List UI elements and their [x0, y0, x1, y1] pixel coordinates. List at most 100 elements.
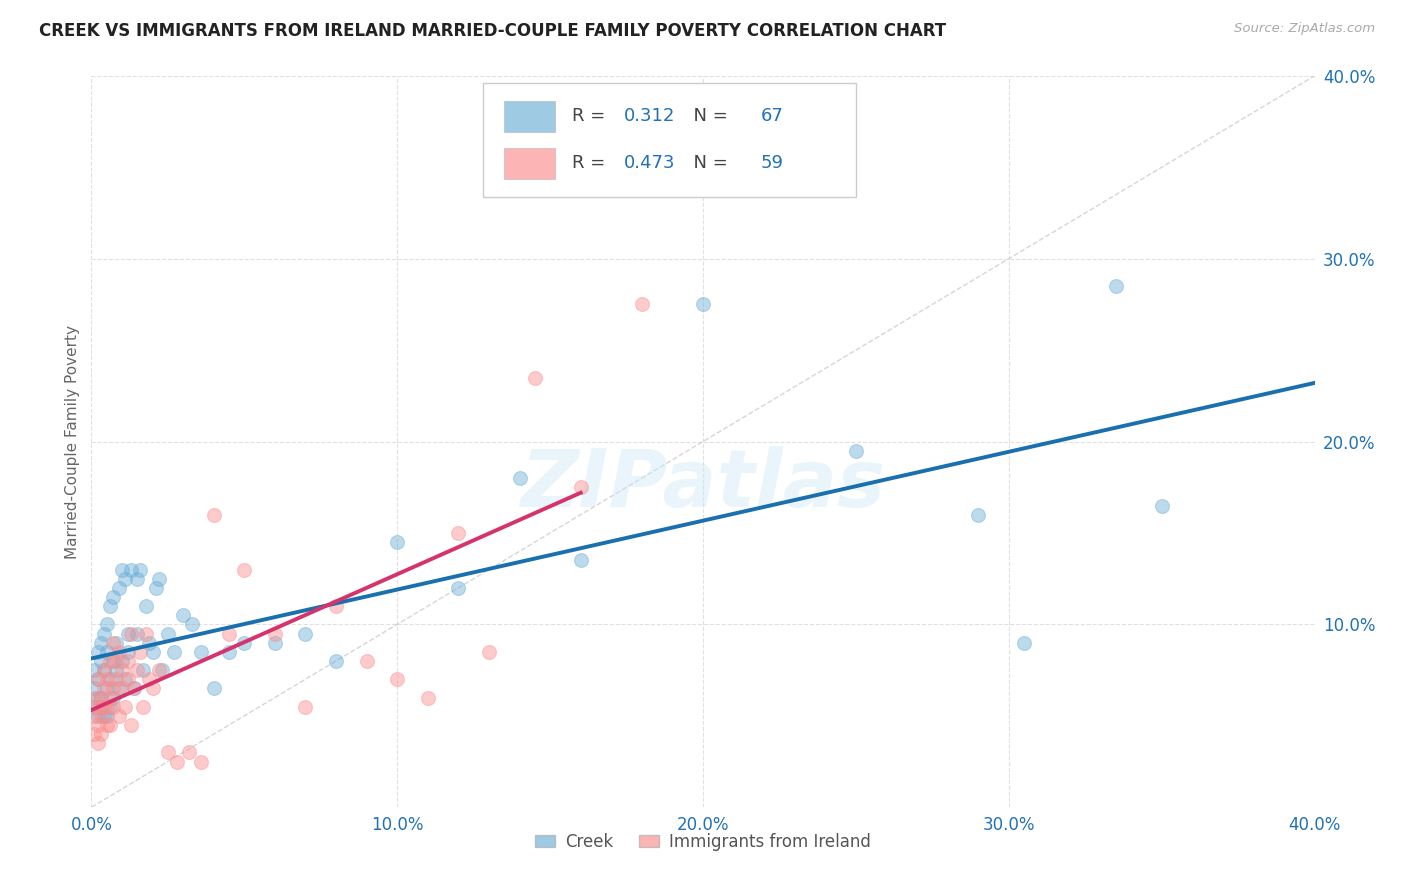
- Text: N =: N =: [682, 108, 734, 126]
- Point: [132, 663, 155, 677]
- Point: [385, 535, 409, 549]
- Point: [104, 635, 127, 649]
- Point: [98, 690, 121, 705]
- Text: 0.312: 0.312: [623, 108, 675, 126]
- Point: [356, 654, 378, 668]
- Point: [172, 608, 194, 623]
- Point: [93, 708, 115, 723]
- Point: [83, 681, 105, 696]
- Point: [631, 297, 654, 311]
- Point: [96, 617, 118, 632]
- Point: [264, 626, 287, 640]
- Text: CREEK VS IMMIGRANTS FROM IRELAND MARRIED-COUPLE FAMILY POVERTY CORRELATION CHART: CREEK VS IMMIGRANTS FROM IRELAND MARRIED…: [39, 22, 946, 40]
- Point: [122, 681, 145, 696]
- Point: [86, 718, 108, 732]
- Point: [104, 654, 127, 668]
- Point: [478, 645, 501, 659]
- Text: Source: ZipAtlas.com: Source: ZipAtlas.com: [1234, 22, 1375, 36]
- FancyBboxPatch shape: [503, 101, 555, 132]
- Point: [114, 673, 136, 687]
- Point: [141, 645, 163, 659]
- Point: [148, 663, 170, 677]
- Point: [83, 690, 105, 705]
- Point: [294, 699, 316, 714]
- Point: [104, 673, 127, 687]
- Point: [111, 663, 134, 677]
- Point: [148, 572, 170, 586]
- Point: [156, 746, 179, 760]
- Point: [86, 699, 108, 714]
- Text: 59: 59: [761, 154, 783, 172]
- Point: [83, 727, 105, 741]
- Point: [447, 526, 470, 541]
- Point: [138, 635, 160, 649]
- Point: [129, 645, 152, 659]
- Point: [117, 673, 139, 687]
- Point: [108, 581, 131, 595]
- Point: [114, 699, 136, 714]
- Point: [569, 553, 592, 567]
- Point: [104, 663, 127, 677]
- Point: [117, 626, 139, 640]
- Point: [96, 673, 118, 687]
- Point: [264, 635, 287, 649]
- Point: [294, 626, 316, 640]
- Point: [127, 663, 149, 677]
- Point: [117, 654, 139, 668]
- Point: [93, 699, 115, 714]
- Point: [90, 635, 112, 649]
- Point: [1012, 635, 1035, 649]
- Point: [141, 681, 163, 696]
- Point: [86, 673, 108, 687]
- Point: [83, 699, 105, 714]
- Point: [111, 681, 134, 696]
- Point: [96, 708, 118, 723]
- FancyBboxPatch shape: [482, 83, 856, 196]
- Point: [93, 626, 115, 640]
- Point: [90, 654, 112, 668]
- Legend: Creek, Immigrants from Ireland: Creek, Immigrants from Ireland: [529, 826, 877, 857]
- Point: [114, 572, 136, 586]
- Y-axis label: Married-Couple Family Poverty: Married-Couple Family Poverty: [65, 325, 80, 558]
- Text: N =: N =: [682, 154, 734, 172]
- Point: [101, 590, 124, 604]
- Point: [190, 645, 212, 659]
- Point: [129, 563, 152, 577]
- Point: [135, 626, 157, 640]
- Point: [108, 645, 131, 659]
- Point: [569, 480, 592, 494]
- Point: [101, 635, 124, 649]
- Point: [325, 654, 347, 668]
- Point: [325, 599, 347, 614]
- Point: [86, 645, 108, 659]
- Point: [122, 681, 145, 696]
- Point: [127, 572, 149, 586]
- Point: [416, 690, 439, 705]
- Point: [101, 699, 124, 714]
- Point: [523, 370, 546, 384]
- Point: [967, 508, 990, 522]
- Point: [202, 681, 225, 696]
- Text: 67: 67: [761, 108, 783, 126]
- Point: [90, 699, 112, 714]
- FancyBboxPatch shape: [503, 148, 555, 178]
- Point: [218, 626, 240, 640]
- Point: [83, 708, 105, 723]
- Point: [90, 727, 112, 741]
- Point: [156, 626, 179, 640]
- Point: [101, 681, 124, 696]
- Point: [190, 755, 212, 769]
- Point: [98, 718, 121, 732]
- Point: [385, 673, 409, 687]
- Point: [96, 681, 118, 696]
- Point: [845, 443, 868, 458]
- Point: [93, 663, 115, 677]
- Point: [90, 708, 112, 723]
- Point: [145, 581, 167, 595]
- Point: [120, 626, 142, 640]
- Point: [93, 663, 115, 677]
- Point: [90, 690, 112, 705]
- Point: [86, 736, 108, 750]
- Point: [96, 718, 118, 732]
- Point: [163, 645, 186, 659]
